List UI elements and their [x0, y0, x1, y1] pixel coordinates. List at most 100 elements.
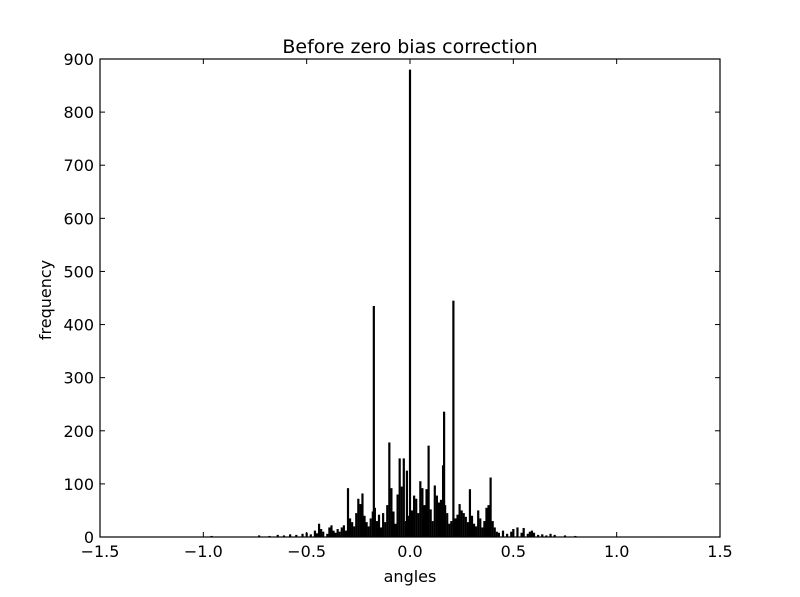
- histogram-bar: [537, 534, 540, 537]
- histogram-bar: [361, 493, 364, 537]
- histogram-bar: [367, 526, 370, 537]
- histogram-bar: [386, 505, 389, 537]
- histogram-bar: [456, 514, 459, 537]
- histogram-bar: [365, 522, 368, 537]
- histogram-bar: [334, 532, 337, 537]
- histogram-bar: [520, 532, 523, 537]
- histogram-bar: [336, 529, 339, 537]
- histogram-bar: [530, 530, 534, 537]
- histogram-bar: [377, 514, 381, 537]
- histogram-bar: [317, 523, 321, 537]
- histogram-bar: [405, 470, 408, 537]
- histogram-bar: [348, 518, 352, 537]
- histogram-bar: [526, 533, 529, 537]
- histogram-bar: [351, 522, 354, 537]
- histogram-bar: [510, 531, 513, 537]
- histogram-bar: [545, 535, 548, 537]
- histogram-bar: [501, 530, 505, 537]
- histogram-bar: [342, 525, 345, 537]
- histogram-bar: [388, 442, 391, 537]
- histogram-bar: [413, 495, 416, 537]
- histogram-bar: [344, 530, 348, 537]
- histogram-bar: [359, 504, 362, 537]
- y-tick-label: 800: [63, 103, 94, 122]
- histogram-bar: [468, 489, 472, 537]
- histogram-bar: [410, 510, 414, 537]
- x-tick-label: 0.0: [397, 542, 422, 561]
- histogram-bar: [392, 511, 395, 537]
- chart-title: Before zero bias correction: [282, 36, 537, 58]
- histogram-bar: [400, 486, 403, 537]
- histogram-bar: [444, 505, 447, 537]
- histogram-bar: [390, 488, 393, 537]
- histogram-bar: [276, 534, 279, 537]
- histogram-bar: [384, 522, 387, 537]
- histogram-bar: [528, 531, 531, 537]
- bars-group: [210, 69, 664, 538]
- histogram-bar: [458, 504, 461, 537]
- y-axis-label: frequency: [36, 260, 55, 340]
- histogram-bar: [439, 499, 443, 537]
- histogram-bar: [332, 530, 335, 537]
- histogram-bar: [489, 477, 492, 537]
- histogram-bar: [485, 507, 488, 537]
- histogram-bar: [483, 521, 486, 537]
- histogram-bar: [446, 513, 449, 537]
- histogram-bar: [369, 518, 372, 537]
- histogram-bar: [353, 526, 356, 537]
- histogram-bar: [301, 533, 304, 537]
- ticks-group: −1.5 −1.0 −0.5 0.0 0.5 1.0 1.5 0 100 200 300 400 500…: [63, 50, 732, 561]
- x-tick-label: 1.0: [604, 542, 629, 561]
- histogram-bar: [419, 481, 422, 537]
- histogram-bar: [421, 488, 424, 537]
- histogram-bar: [289, 534, 292, 537]
- histogram-bar: [549, 533, 552, 537]
- y-tick-label: 0: [84, 528, 94, 547]
- histogram-bar: [402, 458, 405, 537]
- histogram-bar: [315, 533, 319, 537]
- y-tick-label: 200: [63, 422, 94, 441]
- histogram-bar: [506, 533, 509, 537]
- y-tick-label: 700: [63, 156, 94, 175]
- histogram-bar: [379, 527, 383, 537]
- plot-frame: [99, 58, 721, 538]
- x-tick-label: −1.5: [81, 542, 120, 561]
- x-tick-label: −1.0: [184, 542, 223, 561]
- histogram-bar: [450, 521, 453, 537]
- y-tick-label: 400: [63, 316, 94, 335]
- histogram-bar: [282, 535, 286, 537]
- histogram-bar: [470, 515, 474, 537]
- histogram-bar: [479, 518, 482, 537]
- histogram-bar: [427, 445, 430, 537]
- histogram-bar: [477, 510, 480, 537]
- histogram-bar: [425, 489, 428, 537]
- histogram-bar: [394, 523, 397, 537]
- histogram-bar: [340, 527, 343, 537]
- histogram-bar: [541, 534, 544, 537]
- histogram-bar: [408, 69, 412, 538]
- histogram-bar: [338, 531, 341, 537]
- histogram-bar: [464, 516, 467, 537]
- histogram-bar: [472, 523, 476, 537]
- histogram-bar: [375, 521, 379, 537]
- histogram-bar: [516, 527, 519, 537]
- histogram-bar: [429, 509, 432, 537]
- x-tick-label: 1.5: [707, 542, 732, 561]
- y-tick-label: 500: [63, 262, 94, 281]
- x-tick-label: 0.5: [501, 542, 526, 561]
- histogram-bar: [346, 488, 350, 537]
- histogram-bar: [320, 529, 323, 537]
- histogram-bar: [326, 533, 329, 537]
- histogram-bar: [322, 531, 325, 537]
- histogram-bar: [313, 530, 317, 537]
- histogram-bar: [475, 526, 478, 537]
- histogram-bar: [481, 527, 484, 537]
- histogram-bar: [522, 527, 525, 537]
- histogram-bar: [330, 525, 333, 537]
- histogram-bar: [532, 532, 536, 537]
- histogram-bar: [497, 532, 500, 537]
- histogram-bar: [406, 515, 410, 537]
- histogram-bar: [328, 527, 331, 537]
- histogram-bar: [491, 521, 494, 537]
